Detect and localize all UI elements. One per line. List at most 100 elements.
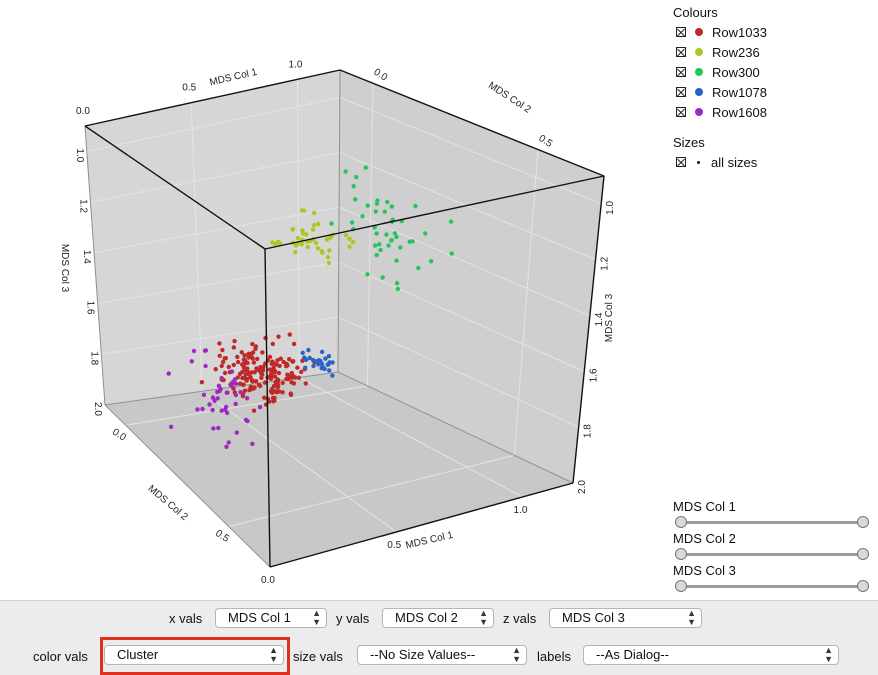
data-point (210, 407, 215, 413)
data-point (242, 388, 248, 393)
data-point (363, 165, 368, 170)
slider-mds-col-1[interactable]: MDS Col 1 (673, 499, 869, 531)
color-vals-select[interactable]: Cluster ▲ ▼ (104, 645, 284, 665)
data-point (327, 368, 332, 373)
slider-high-handle[interactable] (857, 548, 869, 560)
color-dot-icon (695, 108, 703, 116)
data-point (231, 345, 236, 350)
slider-track[interactable] (681, 553, 863, 556)
data-point (195, 407, 200, 412)
checkbox-checked-icon[interactable] (676, 47, 686, 57)
data-point (280, 390, 285, 395)
legend-item-row300[interactable]: Row300 (673, 62, 767, 82)
data-point (275, 380, 280, 385)
tick-label: 0.5 (537, 133, 555, 150)
data-point (224, 390, 229, 395)
legend-item-row1078[interactable]: Row1078 (673, 82, 767, 102)
data-point (416, 265, 421, 271)
data-point (413, 203, 418, 209)
size-vals-label: size vals (293, 649, 343, 664)
legend-label: all sizes (711, 154, 758, 170)
y-vals-select[interactable]: MDS Col 2 ▲ ▼ (382, 608, 494, 628)
slider-mds-col-2[interactable]: MDS Col 2 (673, 531, 869, 563)
axis-title-z: MDS Col 3 (604, 293, 615, 342)
slider-track[interactable] (681, 585, 863, 588)
legend-item-row1033[interactable]: Row1033 (673, 22, 767, 42)
data-point (295, 365, 300, 370)
tick-label: 1.8 (583, 424, 594, 438)
data-point (353, 197, 358, 202)
slider-label: MDS Col 3 (673, 563, 736, 578)
data-point (272, 369, 277, 375)
slider-low-handle[interactable] (675, 580, 687, 592)
data-point (249, 351, 254, 356)
legend-item-row236[interactable]: Row236 (673, 42, 767, 62)
data-point (256, 382, 262, 387)
color-vals-value: Cluster (117, 647, 159, 662)
labels-select[interactable]: --As Dialog-- ▲ ▼ (583, 645, 839, 665)
checkbox-checked-icon[interactable] (676, 107, 686, 117)
checkbox-checked-icon[interactable] (676, 157, 686, 167)
legend-item-row1608[interactable]: Row1608 (673, 102, 767, 122)
data-point (394, 258, 399, 263)
data-point (301, 231, 306, 236)
data-point (210, 395, 216, 400)
data-point (245, 360, 250, 366)
data-point (224, 410, 230, 415)
z-vals-value: MDS Col 3 (562, 610, 625, 625)
axis-title-z: MDS Col 3 (59, 244, 70, 293)
checkbox-checked-icon[interactable] (676, 67, 686, 77)
data-point (375, 198, 380, 203)
data-point (276, 334, 281, 339)
data-point (320, 364, 325, 369)
data-point (300, 350, 305, 355)
tick-label: 2.0 (92, 402, 103, 416)
data-point (287, 357, 292, 362)
data-point (373, 209, 378, 214)
data-point (251, 408, 257, 413)
size-vals-select[interactable]: --No Size Values-- ▲ ▼ (357, 645, 527, 665)
data-point (285, 363, 290, 368)
data-point (260, 350, 265, 355)
slider-low-handle[interactable] (675, 516, 687, 528)
data-point (343, 232, 349, 238)
data-point (380, 275, 385, 280)
slider-mds-col-3[interactable]: MDS Col 3 (673, 563, 869, 595)
data-point (350, 239, 356, 245)
legend-item-all-sizes[interactable]: all sizes (673, 152, 767, 172)
slider-track[interactable] (681, 521, 863, 524)
legend: Colours Row1033 Row236 Row300 Row1078 Ro… (673, 4, 767, 172)
data-point (203, 363, 208, 369)
checkbox-checked-icon[interactable] (676, 87, 686, 97)
slider-high-handle[interactable] (857, 580, 869, 592)
data-point (201, 392, 207, 397)
data-point (423, 231, 428, 236)
data-point (245, 418, 250, 424)
data-point (253, 379, 259, 384)
data-point (377, 242, 382, 247)
checkbox-checked-icon[interactable] (676, 27, 686, 37)
axis-edge (84, 125, 106, 406)
slider-low-handle[interactable] (675, 548, 687, 560)
x-vals-select[interactable]: MDS Col 1 ▲ ▼ (215, 608, 327, 628)
sizes-title: Sizes (673, 135, 705, 150)
data-point (253, 344, 259, 349)
z-vals-select[interactable]: MDS Col 3 ▲ ▼ (549, 608, 702, 628)
size-dot-icon (697, 160, 700, 164)
data-point (365, 203, 370, 208)
axis-edge (337, 69, 341, 373)
slider-high-handle[interactable] (857, 516, 869, 528)
data-point (202, 348, 208, 353)
tick-label: 0.0 (261, 575, 275, 586)
tick-label: 1.0 (74, 148, 85, 162)
data-point (325, 254, 331, 260)
data-point (299, 369, 304, 375)
tick-label: 1.8 (88, 351, 99, 365)
data-point (262, 395, 267, 400)
data-point (354, 174, 359, 180)
data-point (261, 364, 266, 369)
data-point (200, 406, 205, 412)
data-point (250, 341, 255, 347)
legend-label: Row300 (712, 64, 760, 80)
